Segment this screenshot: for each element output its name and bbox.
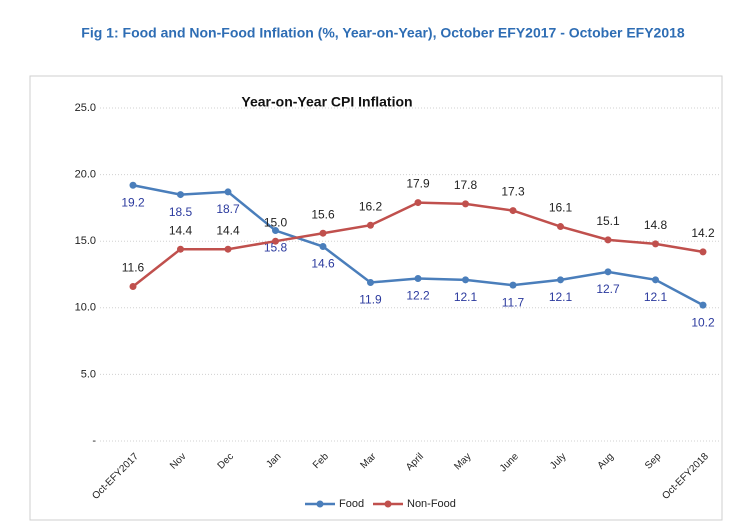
data-label: 14.4 bbox=[169, 223, 193, 237]
data-point bbox=[319, 243, 327, 251]
chart-frame bbox=[29, 75, 723, 521]
x-tick-label: Jan bbox=[264, 451, 283, 470]
data-label: 15.8 bbox=[264, 241, 288, 255]
data-point bbox=[557, 223, 564, 231]
x-tick-label: Sep bbox=[643, 451, 664, 472]
data-label: 16.2 bbox=[359, 199, 383, 213]
data-label: 12.7 bbox=[596, 282, 620, 296]
x-tick-label: Aug bbox=[596, 451, 616, 471]
data-point bbox=[367, 221, 374, 229]
data-label: 12.1 bbox=[644, 290, 668, 304]
chart-title: Year-on-Year CPI Inflation bbox=[241, 94, 412, 110]
data-point bbox=[224, 188, 232, 196]
data-point bbox=[414, 274, 422, 282]
x-tick-label: Feb bbox=[311, 451, 331, 471]
data-label: 15.0 bbox=[264, 215, 288, 229]
data-point bbox=[699, 248, 707, 256]
data-point bbox=[652, 276, 659, 284]
y-tick-label: 20.0 bbox=[75, 169, 96, 181]
data-label: 19.2 bbox=[121, 195, 145, 209]
x-tick-label: Nov bbox=[168, 451, 188, 471]
data-point bbox=[462, 200, 469, 208]
data-point bbox=[129, 282, 137, 290]
x-tick-label: July bbox=[548, 451, 568, 471]
data-label: 11.9 bbox=[359, 293, 382, 307]
data-label: 17.9 bbox=[406, 177, 430, 191]
data-point bbox=[462, 276, 469, 284]
x-tick-label: Oct-EFY2018 bbox=[660, 451, 711, 502]
data-point bbox=[177, 245, 184, 253]
x-tick-label: Dec bbox=[216, 451, 236, 471]
data-label: 11.7 bbox=[502, 295, 525, 309]
data-point bbox=[699, 301, 707, 309]
y-tick-label: 5.0 bbox=[81, 368, 96, 380]
data-point bbox=[604, 268, 612, 276]
legend-marker bbox=[316, 500, 324, 508]
data-label: 10.2 bbox=[691, 315, 715, 329]
data-point bbox=[604, 236, 612, 244]
x-tick-label: Oct-EFY2017 bbox=[90, 451, 141, 502]
x-tick-label: April bbox=[404, 451, 426, 473]
legend-label: Non-Food bbox=[407, 498, 456, 510]
y-tick-label: 25.0 bbox=[75, 102, 96, 114]
figure-title: Fig 1: Food and Non-Food Inflation (%, Y… bbox=[81, 25, 685, 41]
data-point bbox=[129, 181, 137, 189]
data-label: 18.7 bbox=[216, 202, 240, 216]
data-point bbox=[509, 207, 517, 215]
data-point bbox=[319, 229, 327, 237]
legend-label: Food bbox=[339, 498, 364, 510]
y-tick-label: 15.0 bbox=[75, 235, 96, 247]
x-tick-label: May bbox=[452, 451, 473, 472]
data-label: 12.2 bbox=[406, 289, 430, 303]
y-tick-label: 10.0 bbox=[75, 302, 96, 314]
data-label: 14.4 bbox=[216, 223, 240, 237]
data-point bbox=[272, 227, 279, 235]
data-point bbox=[414, 199, 422, 207]
y-tick-label: - bbox=[92, 435, 96, 447]
data-label: 14.2 bbox=[691, 226, 715, 240]
data-label: 12.1 bbox=[454, 290, 478, 304]
data-label: 17.3 bbox=[501, 185, 525, 199]
data-label: 15.6 bbox=[311, 207, 335, 221]
data-point bbox=[367, 278, 374, 286]
x-tick-label: Mar bbox=[359, 451, 379, 471]
data-point bbox=[224, 245, 232, 253]
data-point bbox=[272, 237, 279, 245]
data-label: 18.5 bbox=[169, 205, 193, 219]
data-point bbox=[557, 276, 564, 284]
data-label: 15.1 bbox=[596, 214, 620, 228]
data-label: 14.8 bbox=[644, 218, 668, 232]
data-point bbox=[652, 240, 659, 248]
legend-marker bbox=[384, 500, 392, 508]
data-label: 14.6 bbox=[311, 257, 335, 271]
data-label: 12.1 bbox=[549, 290, 573, 304]
data-label: 16.1 bbox=[549, 201, 573, 215]
x-tick-label: June bbox=[498, 451, 521, 474]
data-label: 11.6 bbox=[122, 261, 145, 275]
data-point bbox=[177, 191, 184, 199]
data-point bbox=[509, 281, 517, 289]
data-label: 17.8 bbox=[454, 178, 478, 192]
